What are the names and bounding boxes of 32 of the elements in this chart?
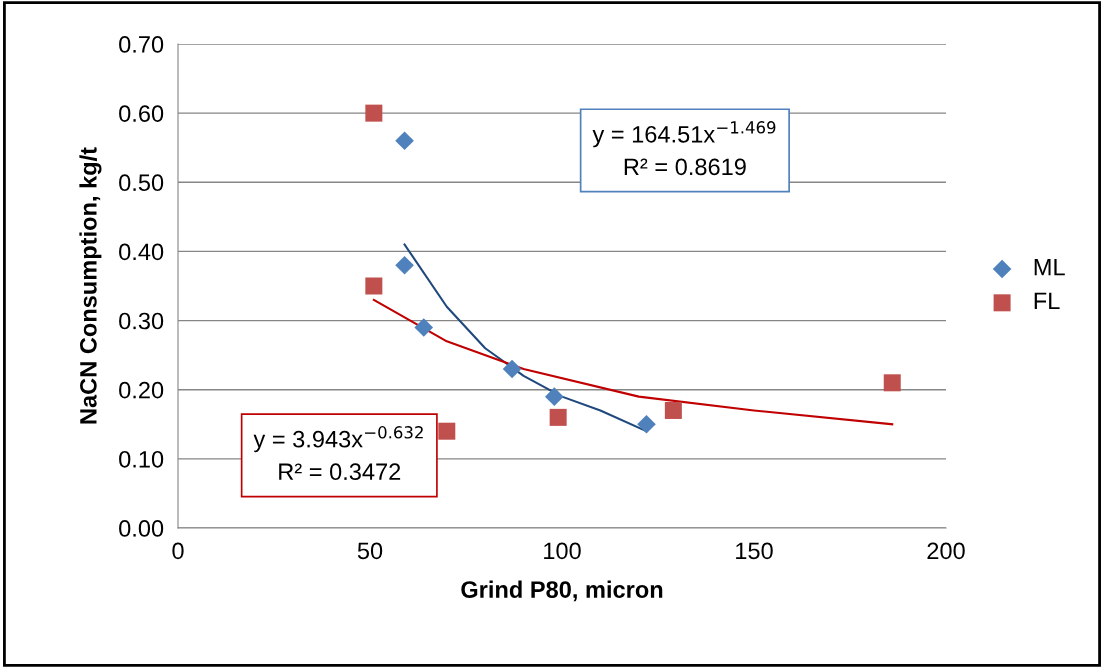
point [549,408,567,426]
y-axis-title: NaCN Consumption, kg/t [79,147,102,424]
point [395,255,414,275]
y-tick-label: 0.40 [119,243,164,261]
line-series [372,298,894,426]
point [664,401,682,419]
y-tick-label: 0.20 [119,381,164,399]
point [883,374,901,392]
y-tick-label: 0.70 [119,36,164,53]
point [637,414,656,434]
y-tick-label: 0.60 [119,105,164,122]
point [365,104,383,122]
text: y = 164.51x$^{−1.469}$ R² = 0.8619 [592,121,776,176]
x-tick-label: 100 [544,542,581,560]
x-axis-title: Grind P80, micron [461,580,663,602]
x-tick-label: 50 [357,542,383,560]
x-tick-label: 200 [927,542,965,560]
legend-label: FL [1034,292,1060,310]
text: y = 3.943x$^{−0.632}$ R² = 0.3472 [253,426,423,481]
point [502,359,522,379]
y-tick-label: 0.30 [119,312,164,330]
point [395,131,414,151]
point [414,318,434,337]
y-tick-label: 0.00 [119,520,164,537]
x-tick-label: 150 [736,542,773,560]
legend-label: ML [1034,258,1065,276]
y-tick-label: 0.50 [119,174,164,192]
point [365,277,383,295]
point [438,422,456,440]
point [545,387,564,406]
x-tick-label: 0 [172,542,184,560]
y-tick-label: 0.10 [119,450,164,468]
